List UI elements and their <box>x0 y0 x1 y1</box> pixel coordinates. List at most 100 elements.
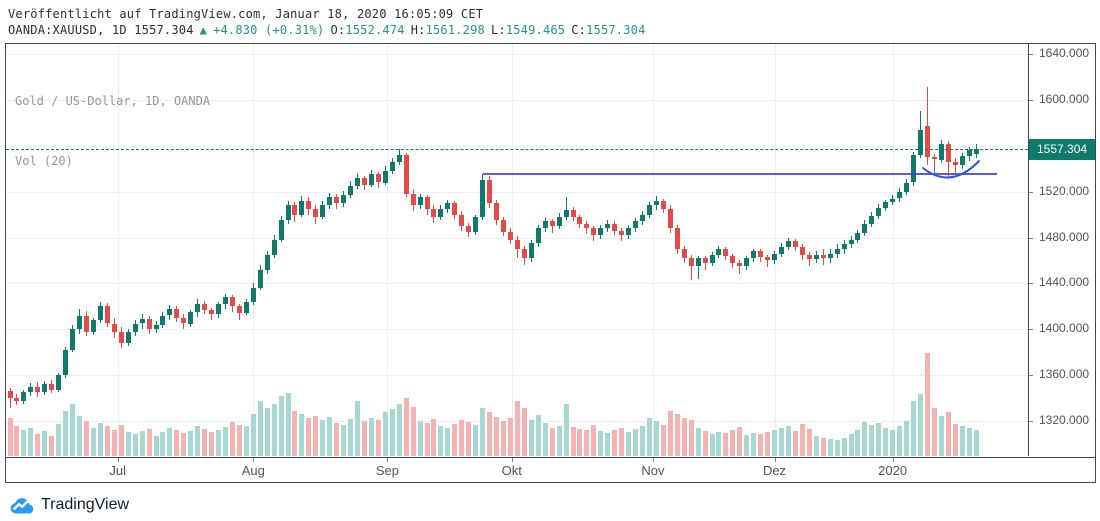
candle-body[interactable] <box>744 258 750 267</box>
candle-body[interactable] <box>257 269 263 288</box>
candle-body[interactable] <box>445 203 451 209</box>
candle-body[interactable] <box>223 297 228 304</box>
candle-body[interactable] <box>403 154 409 194</box>
candle-body[interactable] <box>890 198 896 202</box>
candle-body[interactable] <box>507 231 513 240</box>
candle-body[interactable] <box>792 240 798 247</box>
candle-body[interactable] <box>577 216 583 224</box>
candle-body[interactable] <box>77 315 82 330</box>
candle-body[interactable] <box>70 329 76 350</box>
candle-body[interactable] <box>160 315 166 325</box>
candle-body[interactable] <box>292 205 298 215</box>
candle-body[interactable] <box>438 208 444 217</box>
candle-body[interactable] <box>84 315 89 332</box>
candle-body[interactable] <box>848 239 854 245</box>
candle-body[interactable] <box>355 177 360 186</box>
candle-body[interactable] <box>911 154 916 183</box>
candle-body[interactable] <box>250 288 256 302</box>
candle-body[interactable] <box>7 391 13 399</box>
candle-body[interactable] <box>834 249 840 254</box>
candle-body[interactable] <box>125 331 131 343</box>
candle-body[interactable] <box>612 223 618 231</box>
candle-body[interactable] <box>361 177 367 185</box>
candle-body[interactable] <box>146 318 152 330</box>
candle-body[interactable] <box>514 239 520 249</box>
candle-body[interactable] <box>327 197 333 206</box>
candle-body[interactable] <box>209 309 215 315</box>
candle-body[interactable] <box>181 317 187 324</box>
candle-body[interactable] <box>216 304 221 315</box>
candle-body[interactable] <box>320 205 326 217</box>
candle-body[interactable] <box>584 223 590 229</box>
candle-body[interactable] <box>799 246 805 255</box>
candle-body[interactable] <box>959 156 965 166</box>
candle-body[interactable] <box>459 214 465 227</box>
candle-body[interactable] <box>285 205 291 221</box>
candle-body[interactable] <box>869 215 875 224</box>
candle-body[interactable] <box>28 386 34 393</box>
candle-body[interactable] <box>299 200 305 215</box>
candle-body[interactable] <box>278 220 284 240</box>
candle-body[interactable] <box>153 324 159 330</box>
candle-body[interactable] <box>605 223 611 229</box>
candle-body[interactable] <box>542 221 548 229</box>
candle-body[interactable] <box>785 240 791 247</box>
candle-body[interactable] <box>195 304 201 312</box>
candle-body[interactable] <box>174 308 180 318</box>
candle-body[interactable] <box>35 386 41 393</box>
candle-body[interactable] <box>570 210 576 217</box>
candle-body[interactable] <box>452 203 458 215</box>
candle-body[interactable] <box>521 249 527 259</box>
candle-body[interactable] <box>243 301 249 314</box>
candle-body[interactable] <box>271 239 277 255</box>
candle-body[interactable] <box>348 185 354 196</box>
candle-body[interactable] <box>389 161 395 171</box>
candle-body[interactable] <box>709 254 715 263</box>
candle-body[interactable] <box>702 258 708 263</box>
candle-body[interactable] <box>104 306 110 324</box>
candle-body[interactable] <box>549 221 555 226</box>
candle-body[interactable] <box>535 228 541 244</box>
candle-body[interactable] <box>375 174 381 183</box>
candle-body[interactable] <box>382 171 388 183</box>
price-axis[interactable]: 1640.0001600.0001560.0001520.0001480.000… <box>1029 44 1095 457</box>
price-chart-plot[interactable]: Gold / US-Dollar, 1D, OANDA Vol (20) <box>6 44 1029 456</box>
candle-body[interactable] <box>772 253 777 261</box>
candle-body[interactable] <box>341 195 347 204</box>
candle-body[interactable] <box>841 244 847 249</box>
candle-body[interactable] <box>653 200 659 206</box>
candle-body[interactable] <box>90 320 96 332</box>
candle-body[interactable] <box>563 210 569 217</box>
tradingview-branding[interactable]: TradingView <box>8 492 129 518</box>
candle-body[interactable] <box>855 232 861 240</box>
candle-body[interactable] <box>737 262 743 267</box>
candle-body[interactable] <box>660 200 666 209</box>
candle-body[interactable] <box>598 228 604 236</box>
candle-body[interactable] <box>640 214 645 222</box>
candle-body[interactable] <box>14 398 20 402</box>
candle-body[interactable] <box>236 306 242 314</box>
candle-body[interactable] <box>410 193 416 206</box>
candle-body[interactable] <box>827 253 833 259</box>
candle-body[interactable] <box>500 220 506 232</box>
candle-body[interactable] <box>556 216 562 227</box>
candle-body[interactable] <box>49 384 55 390</box>
candle-body[interactable] <box>417 197 423 206</box>
candle-body[interactable] <box>931 157 937 160</box>
candle-body[interactable] <box>56 375 62 390</box>
candle-body[interactable] <box>487 180 493 204</box>
candle-body[interactable] <box>695 258 701 267</box>
candle-body[interactable] <box>973 148 979 155</box>
candle-body[interactable] <box>188 312 194 324</box>
candle-body[interactable] <box>646 205 652 215</box>
candle-body[interactable] <box>118 331 124 343</box>
candle-body[interactable] <box>730 255 736 263</box>
candle-body[interactable] <box>862 223 868 233</box>
candle-body[interactable] <box>904 182 910 192</box>
candle-body[interactable] <box>424 197 430 209</box>
candle-body[interactable] <box>876 207 882 216</box>
candle-body[interactable] <box>480 180 486 217</box>
candle-body[interactable] <box>681 249 687 259</box>
candle-body[interactable] <box>334 197 340 204</box>
candle-body[interactable] <box>229 297 235 307</box>
